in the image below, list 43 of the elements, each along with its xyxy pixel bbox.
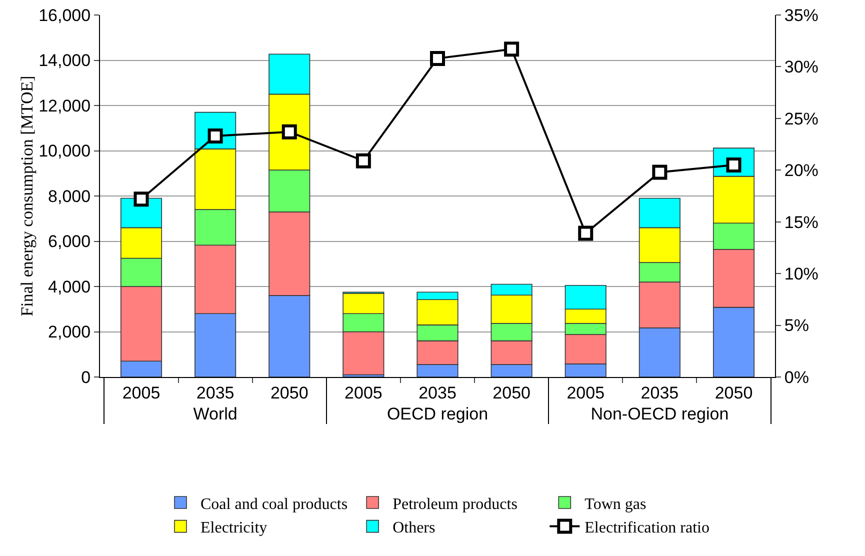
- y-tick-label: 12,000: [38, 96, 91, 116]
- y-axis-title: Final energy consumption [MTOE]: [18, 76, 37, 316]
- y2-tick-label: 30%: [784, 58, 818, 77]
- x-tick-label: 2050: [714, 383, 753, 402]
- legend-label: Coal and coal products: [200, 496, 348, 513]
- y2-tick-label: 10%: [784, 264, 818, 284]
- point: [282, 124, 297, 140]
- y2-tick-label: 5%: [784, 316, 809, 336]
- point: [430, 50, 445, 66]
- x-tick-label: 2035: [418, 383, 456, 402]
- y2-tick-label: 20%: [784, 161, 818, 180]
- x-tick-label: 2005: [344, 383, 382, 402]
- y-tick-label: 8,000: [48, 186, 91, 206]
- point: [652, 164, 668, 180]
- y-tick-label: 6,000: [48, 232, 91, 252]
- y-tick-label: 4,000: [48, 277, 91, 296]
- y2-tick-label: 35%: [784, 6, 818, 25]
- text: Non-OECD region: [590, 404, 729, 424]
- legend-label: Others: [392, 520, 436, 537]
- x-tick-label: 2005: [122, 383, 160, 402]
- x-tick-label: 2050: [270, 383, 308, 402]
- y2-tick-label: 25%: [784, 109, 818, 128]
- y-tick-label: 14,000: [38, 51, 91, 70]
- y-tick-label: 10,000: [38, 142, 91, 161]
- x-tick-label: 2005: [566, 383, 605, 402]
- x-tick-label: 2035: [640, 383, 679, 402]
- y-tick-label: 0: [81, 368, 91, 387]
- y-tick-label: 2,000: [48, 322, 91, 342]
- legend-label: Electrification ratio: [584, 520, 710, 537]
- x-tick-label: 2050: [492, 383, 530, 402]
- text: OECD region: [386, 404, 488, 424]
- point: [504, 42, 520, 57]
- x-tick-label: 2035: [196, 383, 234, 402]
- point: [578, 226, 594, 241]
- point: [134, 192, 149, 207]
- y-tick-label: 16,000: [38, 6, 91, 25]
- legend-label: Petroleum products: [392, 496, 518, 513]
- y2-tick-label: 15%: [784, 212, 818, 232]
- text: World: [193, 404, 238, 424]
- point: [356, 153, 371, 168]
- legend-label: Electricity: [200, 520, 268, 537]
- legend-label: Town gas: [584, 496, 646, 513]
- y2-tick-label: 0%: [784, 368, 809, 387]
